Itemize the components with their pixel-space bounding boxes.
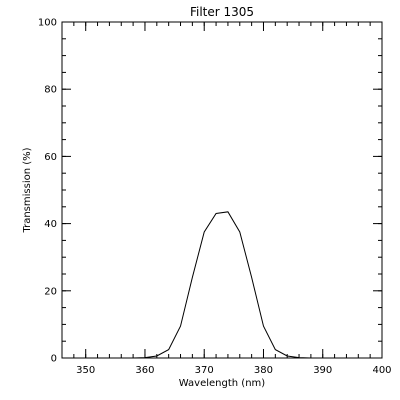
- y-tick-labels: 0 20 40 60 80 100: [38, 18, 57, 365]
- x-tick-label: 400: [372, 365, 391, 376]
- x-tick-label: 370: [195, 365, 214, 376]
- y-tick-label: 40: [44, 219, 57, 230]
- plot-frame: [61, 21, 383, 359]
- y-tick-label: 20: [44, 286, 57, 297]
- y-tick-label: 60: [44, 152, 57, 163]
- x-tick-label: 380: [254, 365, 273, 376]
- y-tick-label: 0: [51, 354, 57, 365]
- y-tick-label: 100: [38, 18, 57, 29]
- x-tick-label: 390: [313, 365, 332, 376]
- tick-marks: [61, 21, 383, 359]
- x-tick-label: 350: [76, 365, 95, 376]
- x-tick-labels: 350 360 370 380 390 400: [76, 365, 391, 376]
- series: [133, 211, 323, 359]
- chart-title: Filter 1305: [190, 5, 254, 19]
- y-axis-label: Transmission (%): [22, 147, 33, 233]
- series-line: [133, 211, 323, 359]
- y-tick-label: 80: [44, 85, 57, 96]
- x-axis-label: Wavelength (nm): [179, 378, 265, 389]
- x-tick-label: 360: [135, 365, 154, 376]
